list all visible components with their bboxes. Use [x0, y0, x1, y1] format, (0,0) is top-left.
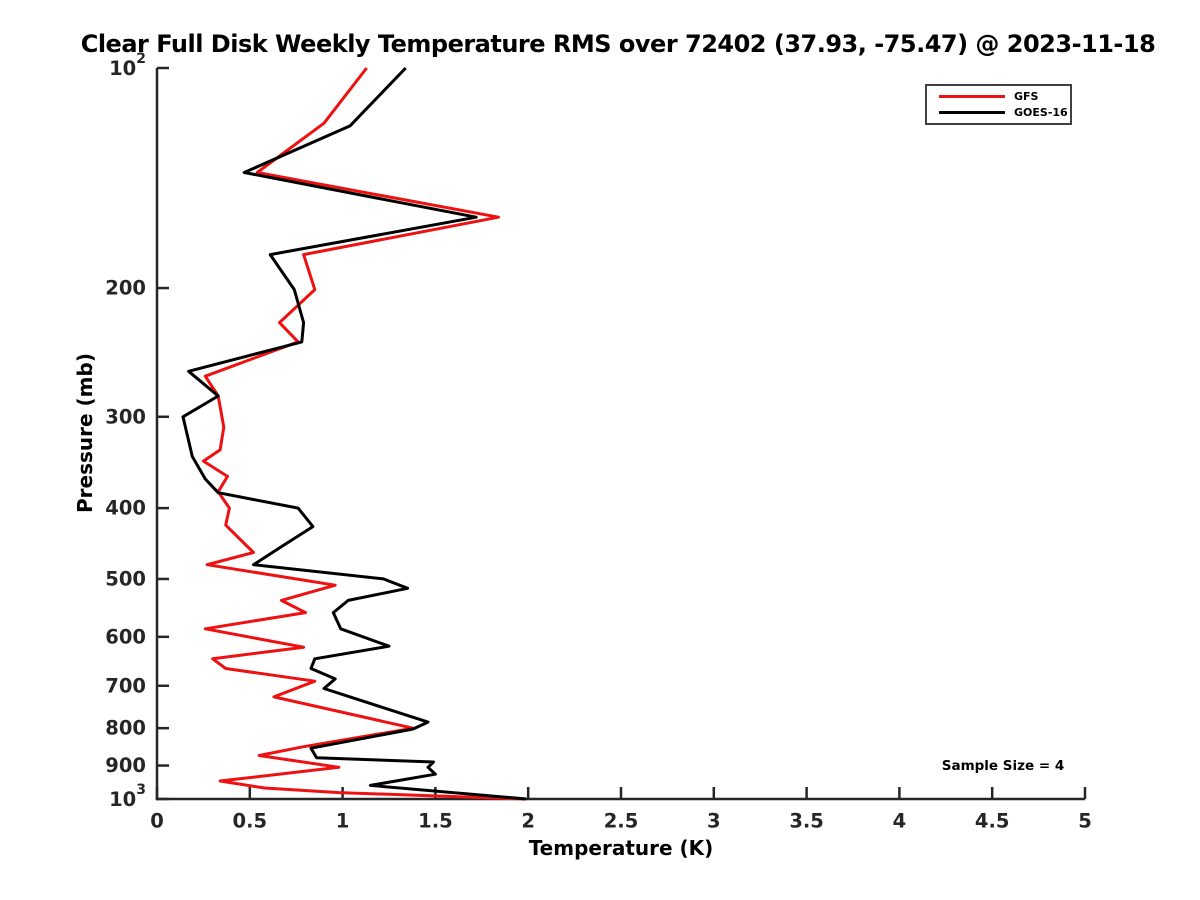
- x-tick-label: 1.5: [418, 809, 453, 832]
- x-tick-label: 2: [521, 809, 535, 832]
- legend-item-gfs: GFS: [939, 90, 1070, 103]
- x-tick-label: 5: [1078, 809, 1092, 832]
- y-axis-label: Pressure (mb): [73, 353, 97, 513]
- x-tick-label: 4.5: [975, 809, 1010, 832]
- x-tick-label: 2.5: [604, 809, 639, 832]
- gfs-line-swatch: [939, 94, 1005, 99]
- gfs-line: [201, 67, 525, 801]
- legend-label-goes16: GOES-16: [1014, 106, 1068, 119]
- legend-label-gfs: GFS: [1014, 90, 1039, 103]
- y-tick-label: 200: [105, 277, 146, 300]
- x-tick-label: 0: [150, 809, 164, 832]
- y-tick-label: 900: [105, 754, 146, 777]
- y-tick-label: 800: [105, 717, 146, 740]
- legend-item-goes16: GOES-16: [939, 106, 1070, 119]
- goes-16-line-swatch: [939, 110, 1005, 115]
- y-tick-label: 600: [105, 625, 146, 648]
- x-tick-label: 0.5: [233, 809, 268, 832]
- sample-size-annotation: Sample Size = 4: [941, 758, 1065, 774]
- y-tick-label: 700: [105, 674, 146, 697]
- x-tick-label: 1: [336, 809, 350, 832]
- chart-title: Clear Full Disk Weekly Temperature RMS o…: [80, 30, 1156, 58]
- x-tick-label: 3.5: [789, 809, 824, 832]
- x-axis-label: Temperature (K): [528, 836, 714, 860]
- legend: GFS GOES-16: [925, 84, 1072, 125]
- y-tick-label: 103: [109, 782, 146, 811]
- y-tick-label: 102: [109, 51, 146, 80]
- goes-16-line: [181, 66, 527, 801]
- y-tick-label: 500: [105, 567, 146, 590]
- x-tick-label: 4: [893, 809, 907, 832]
- y-tick-label: 400: [105, 497, 146, 520]
- x-tick-label: 3: [707, 809, 721, 832]
- y-tick-label: 300: [105, 405, 146, 428]
